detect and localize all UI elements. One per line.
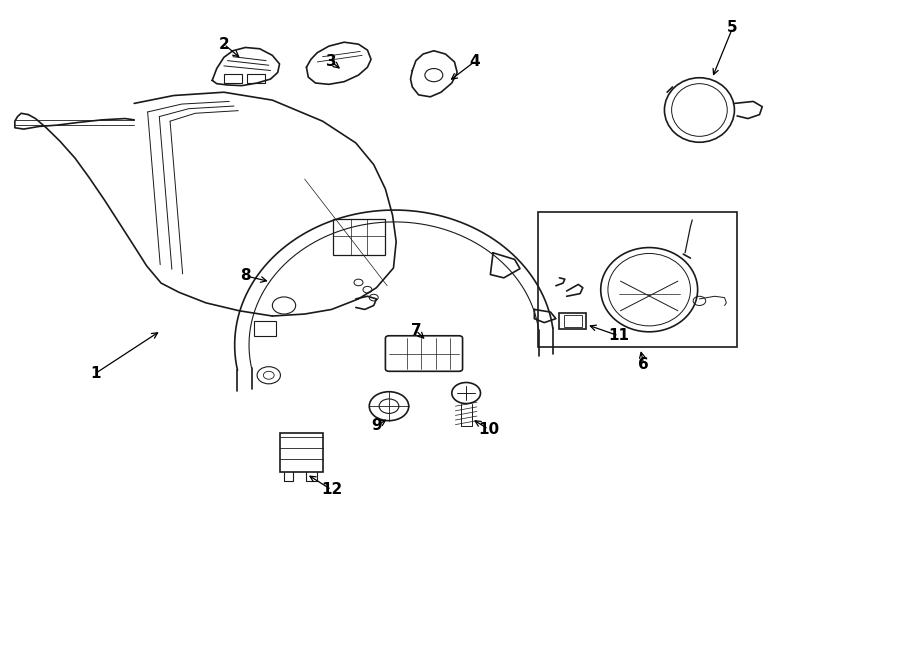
Bar xyxy=(333,219,385,254)
Text: 3: 3 xyxy=(327,54,337,69)
Text: 4: 4 xyxy=(469,54,480,69)
Text: 5: 5 xyxy=(727,20,738,35)
Bar xyxy=(248,75,266,83)
Text: 7: 7 xyxy=(410,323,421,338)
Bar xyxy=(538,212,737,347)
Bar xyxy=(255,321,276,336)
Text: 8: 8 xyxy=(240,268,251,284)
Text: 11: 11 xyxy=(608,329,629,343)
Text: 10: 10 xyxy=(478,422,500,437)
Bar xyxy=(560,313,587,329)
Text: 2: 2 xyxy=(219,36,230,52)
Bar xyxy=(564,315,582,327)
Text: 6: 6 xyxy=(638,357,649,372)
Text: 12: 12 xyxy=(321,483,342,497)
Bar xyxy=(280,432,322,472)
Text: 9: 9 xyxy=(371,418,382,434)
Bar xyxy=(224,75,242,83)
Text: 1: 1 xyxy=(90,366,101,381)
